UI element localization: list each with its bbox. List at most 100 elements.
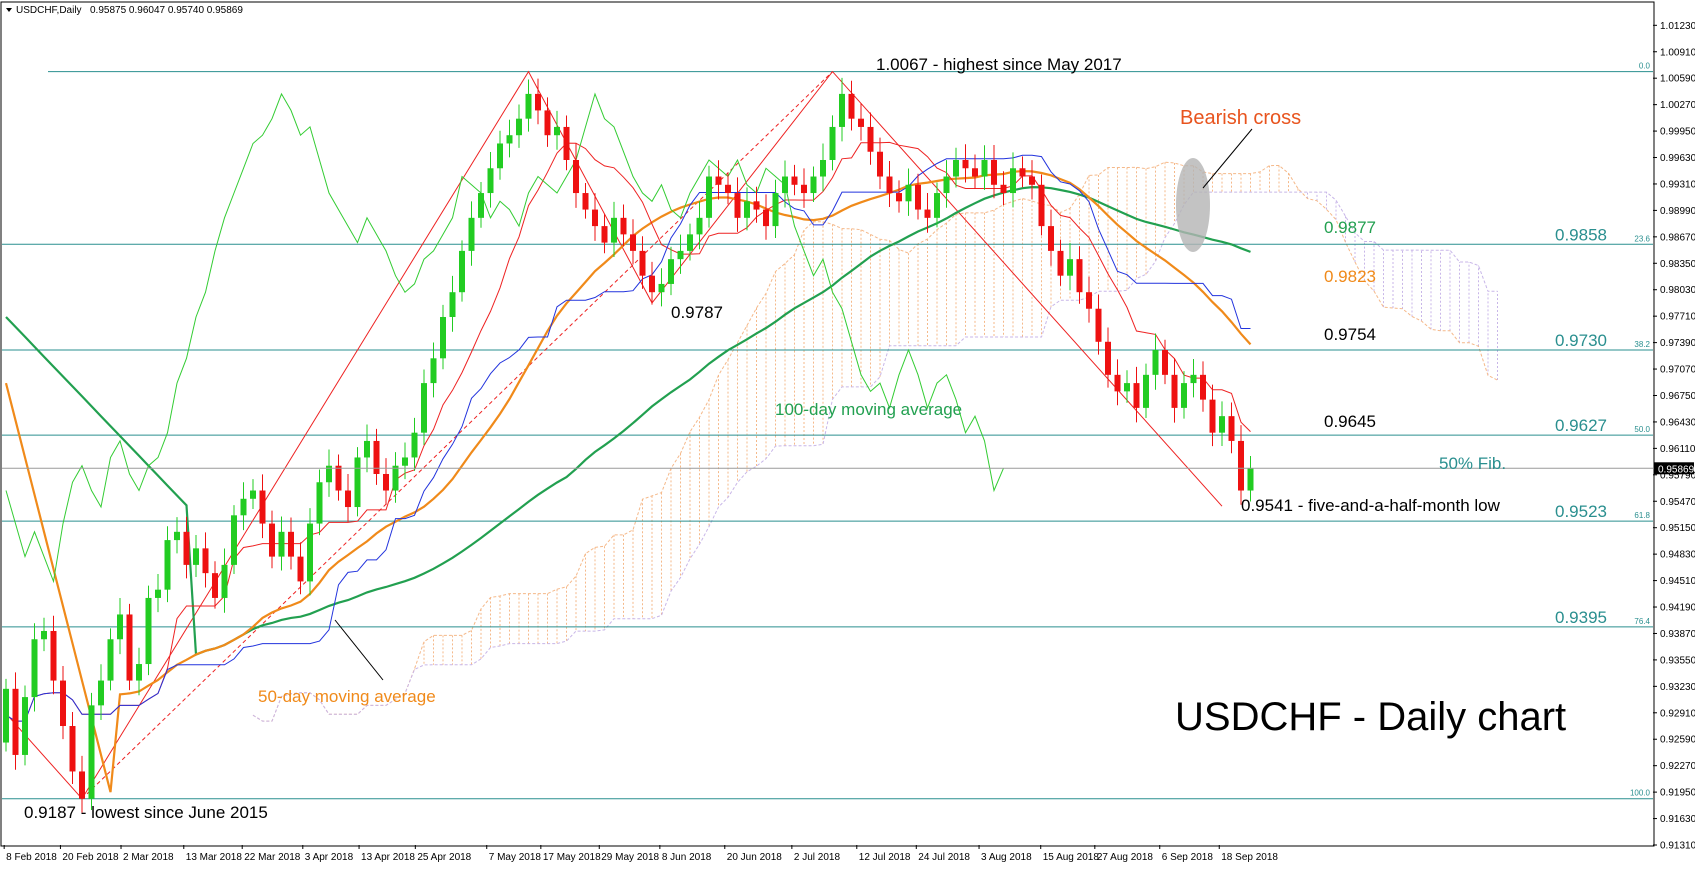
- candle: [193, 534, 199, 577]
- candle: [31, 623, 38, 712]
- candle: [886, 160, 893, 208]
- current-price-label: 0.95869: [1658, 464, 1695, 475]
- candle-body: [696, 217, 703, 235]
- candle-body: [259, 490, 266, 524]
- candle: [316, 469, 323, 536]
- candle-body: [1114, 374, 1121, 392]
- fib-price-label: 0.9523: [1555, 502, 1607, 521]
- candle: [1133, 366, 1140, 423]
- candle: [88, 692, 95, 811]
- candle-body: [753, 201, 760, 210]
- chikou-line: [5, 92, 1004, 584]
- candle: [307, 508, 313, 596]
- price-tick-label: 1.00910: [1660, 47, 1695, 58]
- candle-body: [886, 176, 893, 194]
- candle: [563, 115, 570, 171]
- candle-body: [288, 531, 294, 557]
- candle-body: [554, 126, 560, 136]
- date-tick-label: 25 Apr 2018: [417, 852, 471, 863]
- candle-body: [50, 630, 57, 681]
- date-tick-label: 2 Mar 2018: [123, 852, 174, 863]
- candle: [50, 615, 57, 695]
- candle-body: [459, 250, 465, 293]
- candle: [1228, 402, 1235, 454]
- candle: [1086, 276, 1092, 323]
- date-tick-label: 6 Sep 2018: [1162, 852, 1214, 863]
- candle: [829, 115, 836, 171]
- candle: [677, 234, 684, 274]
- date-tick-label: 12 Jul 2018: [859, 852, 911, 863]
- candle: [858, 103, 864, 141]
- candle: [430, 342, 437, 398]
- candle-body: [88, 705, 95, 799]
- candle: [506, 119, 513, 158]
- candle-body: [658, 283, 665, 293]
- candle: [1171, 358, 1178, 423]
- price-tick-label: 0.92270: [1660, 761, 1695, 772]
- price-tick-label: 0.99630: [1660, 153, 1695, 164]
- candle: [231, 505, 237, 575]
- date-tick-label: 22 Mar 2018: [244, 852, 301, 863]
- date-tick-label: 15 Aug 2018: [1043, 852, 1100, 863]
- price-tick-label: 0.96750: [1660, 391, 1695, 402]
- candle: [839, 77, 845, 142]
- candle-body: [354, 457, 361, 508]
- candle-body: [744, 201, 750, 218]
- candle: [744, 187, 750, 231]
- candle-body: [1029, 176, 1035, 185]
- price-axis: 1.01230 1.00910 1.00590 1.00270 0.99950 0.996…: [2, 21, 1695, 852]
- candle: [915, 173, 921, 220]
- candle: [487, 152, 494, 208]
- candle-body: [525, 93, 532, 119]
- candle-body: [791, 176, 798, 185]
- candle: [174, 517, 180, 554]
- collapse-arrow-icon[interactable]: [6, 8, 12, 12]
- candle: [867, 112, 874, 165]
- candles: [3, 77, 1254, 813]
- candle-body: [1048, 226, 1054, 251]
- date-axis: 8 Feb 2018 20 Feb 2018 2 Mar 2018 13 Mar 20…: [3, 845, 1278, 863]
- candle-body: [668, 259, 674, 284]
- candle: [981, 145, 988, 190]
- candle: [1038, 174, 1045, 236]
- candle-body: [79, 771, 85, 799]
- candle-body: [1238, 440, 1244, 491]
- candle-body: [1010, 168, 1016, 194]
- candle: [1190, 358, 1197, 398]
- candle: [896, 180, 902, 213]
- date-tick-label: 13 Mar 2018: [186, 852, 243, 863]
- date-tick-label: 8 Feb 2018: [6, 852, 57, 863]
- candle-body: [1228, 416, 1235, 441]
- candle: [1095, 294, 1102, 355]
- candle-body: [307, 523, 313, 582]
- candle: [763, 194, 769, 240]
- candle: [877, 137, 883, 190]
- mid-low-annotation: 0.9787: [671, 303, 723, 322]
- fib-price-label: 0.9858: [1555, 225, 1607, 244]
- candle-body: [1019, 168, 1026, 177]
- candle: [202, 532, 209, 588]
- price-tick-label: 0.96430: [1660, 417, 1695, 428]
- candle-body: [848, 93, 855, 119]
- candle: [601, 214, 608, 254]
- price-tick-label: 0.98030: [1660, 285, 1695, 296]
- candle-body: [411, 432, 418, 458]
- candle: [1105, 327, 1111, 388]
- candle: [810, 166, 817, 203]
- candle: [791, 164, 798, 196]
- candle-body: [896, 193, 902, 202]
- candle-body: [1162, 350, 1168, 375]
- candle-body: [801, 184, 807, 194]
- candle-body: [373, 440, 380, 474]
- candle-body: [1057, 250, 1064, 276]
- candle: [1200, 361, 1206, 412]
- candle: [1048, 209, 1054, 266]
- senkou-b-line: [252, 191, 1498, 722]
- candle-body: [240, 498, 247, 516]
- date-tick-label: 29 May 2018: [601, 852, 659, 863]
- candle-body: [364, 440, 370, 458]
- price-tick-label: 0.95470: [1660, 497, 1695, 508]
- price-tick-label: 1.00590: [1660, 74, 1695, 85]
- fib-pct-label: 76.4: [1634, 617, 1650, 626]
- candle: [734, 177, 741, 232]
